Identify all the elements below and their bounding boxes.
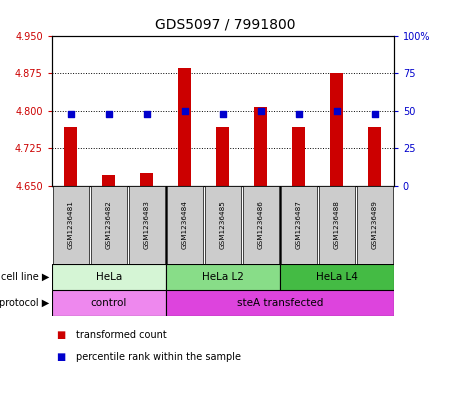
Point	[257, 108, 264, 114]
Text: ■: ■	[56, 331, 66, 340]
Bar	[52, 264, 166, 290]
Bar	[292, 127, 306, 185]
Bar	[254, 107, 267, 185]
Bar	[243, 185, 279, 264]
Bar	[216, 127, 230, 185]
Bar	[140, 173, 153, 185]
Bar	[281, 185, 317, 264]
Text: GSM1236483: GSM1236483	[144, 200, 150, 249]
Text: HeLa L4: HeLa L4	[316, 272, 358, 282]
Bar	[319, 185, 355, 264]
Text: GSM1236486: GSM1236486	[258, 200, 264, 249]
Text: GSM1236485: GSM1236485	[220, 200, 226, 249]
Bar	[102, 174, 115, 185]
Bar	[53, 185, 89, 264]
Point	[295, 110, 302, 117]
Bar	[205, 185, 241, 264]
Point	[181, 108, 189, 114]
Bar	[280, 264, 394, 290]
Text: ■: ■	[56, 352, 66, 362]
Bar	[64, 127, 77, 185]
Bar	[357, 185, 392, 264]
Text: steA transfected: steA transfected	[237, 298, 323, 308]
Bar	[91, 185, 126, 264]
Text: protocol ▶: protocol ▶	[0, 298, 50, 308]
Text: GSM1236489: GSM1236489	[372, 200, 378, 249]
Point	[143, 110, 150, 117]
Bar	[166, 264, 280, 290]
Text: HeLa: HeLa	[95, 272, 122, 282]
Point	[105, 110, 112, 117]
Bar	[368, 127, 382, 185]
Point	[219, 110, 226, 117]
Bar	[166, 290, 394, 316]
Point	[333, 108, 340, 114]
Text: GSM1236481: GSM1236481	[68, 200, 74, 249]
Text: HeLa L2: HeLa L2	[202, 272, 244, 282]
Bar	[52, 290, 166, 316]
Text: GDS5097 / 7991800: GDS5097 / 7991800	[155, 18, 295, 32]
Text: cell line ▶: cell line ▶	[1, 272, 50, 282]
Text: GSM1236484: GSM1236484	[182, 200, 188, 249]
Text: GSM1236482: GSM1236482	[106, 200, 112, 249]
Text: percentile rank within the sample: percentile rank within the sample	[76, 352, 242, 362]
Text: GSM1236487: GSM1236487	[296, 200, 302, 249]
Text: transformed count: transformed count	[76, 331, 167, 340]
Bar	[129, 185, 165, 264]
Bar	[167, 185, 202, 264]
Text: control: control	[90, 298, 127, 308]
Text: GSM1236488: GSM1236488	[334, 200, 340, 249]
Point	[67, 110, 74, 117]
Bar	[330, 73, 343, 185]
Point	[371, 110, 378, 117]
Bar	[178, 68, 191, 185]
